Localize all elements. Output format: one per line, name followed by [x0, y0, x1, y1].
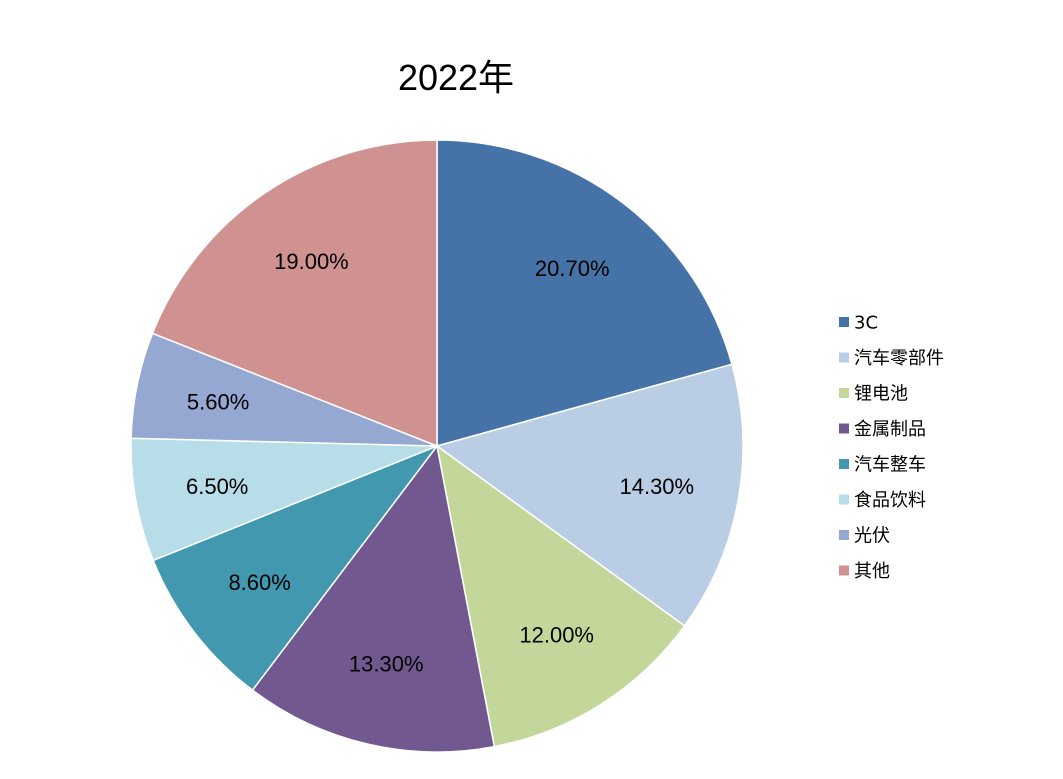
slice-labels: 20.70% 14.30% 12.00% 13.30% 8.60% 6.50% 5.60% 1… [186, 249, 694, 676]
pie-slices [130, 139, 744, 753]
legend-label-6: 光伏 [854, 526, 890, 547]
legend-label-0: 3C [854, 313, 878, 334]
slice-label-0: 20.70% [535, 256, 610, 281]
slice-label-3: 13.30% [349, 652, 424, 677]
legend-label-3: 金属制品 [854, 419, 926, 440]
legend-swatch-4 [839, 459, 849, 469]
slice-label-4: 8.60% [228, 570, 290, 595]
slice-label-2: 12.00% [519, 623, 594, 648]
slice-label-5: 6.50% [186, 474, 248, 499]
legend-label-5: 食品饮料 [854, 490, 926, 511]
slice-label-7: 19.00% [274, 249, 349, 274]
slice-label-6: 5.60% [187, 389, 249, 414]
legend-swatch-5 [839, 494, 849, 505]
legend-swatch-0 [839, 317, 849, 327]
legend-swatch-3 [839, 423, 849, 434]
legend-swatch-6 [839, 530, 849, 540]
pie-slice-4 [152, 444, 440, 692]
legend-label-7: 其他 [854, 561, 890, 582]
pie-slice-1 [435, 363, 744, 627]
legend-swatch-1 [839, 352, 849, 363]
legend-label-1: 汽车零部件 [854, 348, 944, 369]
legend-label-2: 锂电池 [854, 384, 908, 405]
legend-label-4: 汽车整车 [854, 455, 926, 476]
slice-label-1: 14.30% [619, 474, 694, 499]
pie-slice-0 [436, 139, 733, 447]
pie-slice-2 [435, 444, 686, 748]
legend-swatch-2 [839, 388, 849, 398]
chart-title: 2022年 [398, 57, 514, 98]
legend-swatch-7 [839, 565, 849, 576]
pie-slice-5 [130, 437, 438, 562]
pie-slice-7 [151, 139, 438, 448]
pie-slice-3 [251, 444, 496, 753]
